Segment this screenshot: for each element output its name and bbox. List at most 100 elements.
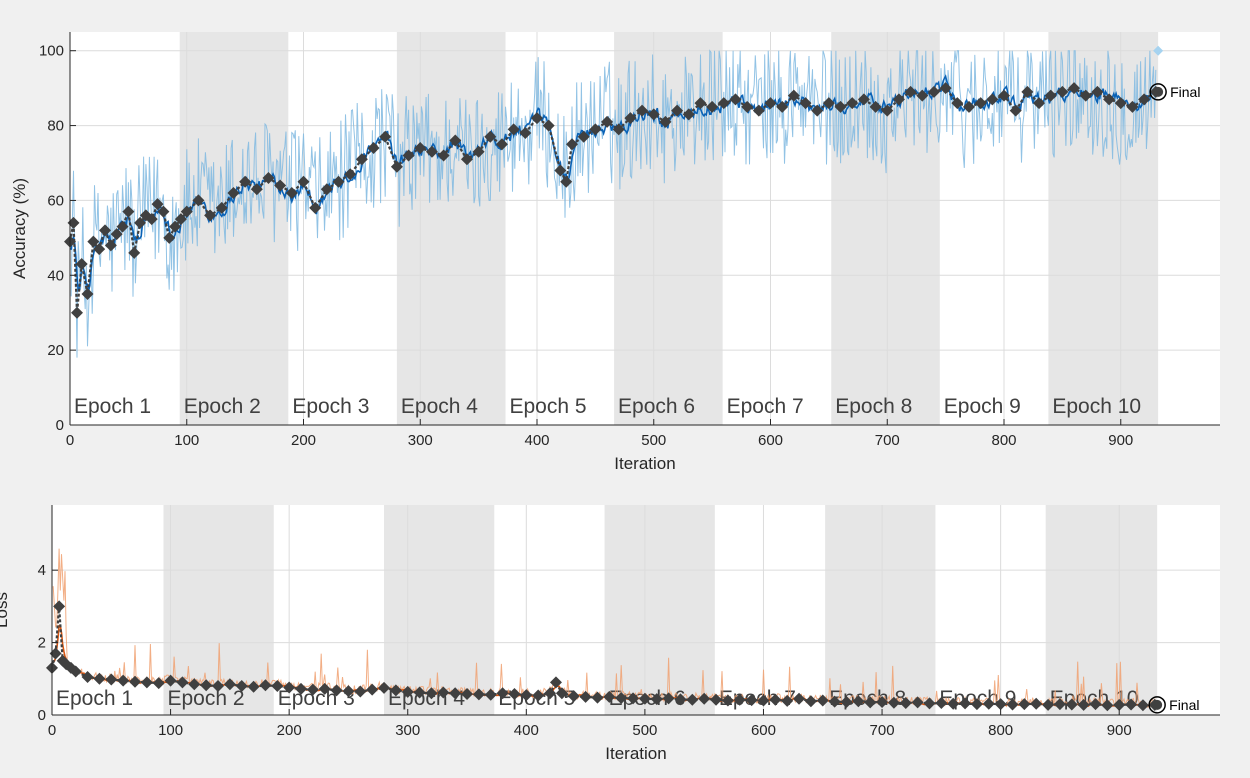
loss-validation-point [164,674,177,687]
accuracy-epoch-label: Epoch 2 [184,395,261,418]
accuracy-validation-point [589,123,602,136]
loss-validation-point [793,692,806,705]
accuracy-validation-point [157,205,170,218]
accuracy-epoch-label: Epoch 6 [618,395,695,418]
loss-validation-point [1125,698,1138,711]
loss-validation-point [840,695,853,708]
loss-validation-point [437,686,450,699]
accuracy-validation-point [974,97,987,110]
loss-x-tick-label: 500 [632,722,657,739]
accuracy-validation-point [204,209,217,222]
accuracy-validation-point [402,149,415,162]
loss-validation-point [911,696,924,709]
loss-y-tick-label: 2 [38,635,46,652]
loss-validation-point [1030,697,1043,710]
accuracy-validation-point [437,149,450,162]
loss-validation-point [140,676,153,689]
loss-validation-point [757,694,770,707]
loss-validation-point [1065,698,1078,711]
accuracy-y-tick-label: 80 [47,118,64,135]
loss-validation-point [342,685,355,698]
accuracy-validation-line [68,86,1157,313]
loss-validation-point [959,697,972,710]
loss-validation-point [887,696,900,709]
loss-validation-point [318,682,331,695]
loss-y-axis-label: Loss [0,592,11,628]
accuracy-epoch-label: Epoch 5 [509,395,586,418]
accuracy-validation-point [857,93,870,106]
accuracy-validation-point [764,97,777,110]
loss-epoch-band [604,505,715,715]
accuracy-validation-point [741,100,754,113]
accuracy-validation-point [916,89,929,102]
loss-validation-point [461,688,474,700]
loss-x-tick-label: 900 [1107,722,1132,739]
accuracy-validation-point [822,97,835,110]
accuracy-validation-point [110,228,123,241]
loss-validation-point [1042,698,1055,711]
accuracy-final-marker-dot [1153,86,1164,97]
accuracy-validation-point [495,138,508,151]
accuracy-validation-point [1009,104,1022,117]
accuracy-validation-point [1126,100,1139,113]
accuracy-validation-point [659,115,672,128]
accuracy-validation-point [344,168,357,181]
loss-x-tick-label: 600 [751,722,776,739]
accuracy-validation-point [227,186,240,199]
loss-validation-point [638,692,651,705]
loss-y-tick-label: 0 [38,707,46,724]
loss-validation-point [389,684,402,697]
loss-validation-point [733,693,746,706]
loss-validation-point [745,694,758,707]
accuracy-validation-point [104,239,117,252]
loss-validation-point [567,690,580,703]
loss-x-axis-label: Iteration [605,744,666,763]
accuracy-final-label: Final [1170,84,1200,100]
loss-validation-point [247,680,260,693]
loss-validation-point [1089,698,1102,711]
loss-x-tick-label: 0 [48,722,56,739]
accuracy-validation-point [169,220,182,233]
loss-validation-point [223,678,236,691]
accuracy-validation-point [927,85,940,98]
loss-validation-point [686,693,699,706]
loss-epoch-label: Epoch 1 [56,687,133,710]
accuracy-y-axis-label: Accuracy (%) [10,178,29,279]
loss-training-raw-line [52,548,1156,710]
accuracy-validation-point [116,220,129,233]
accuracy-validation-point [986,93,999,106]
accuracy-validation-point [81,288,94,300]
accuracy-validation-point [93,243,106,256]
accuracy-validation-point [151,198,164,211]
accuracy-validation-point [250,183,263,196]
loss-x-tick-label: 200 [277,722,302,739]
accuracy-validation-point [145,213,158,226]
accuracy-y-tick-label: 60 [47,192,64,209]
accuracy-validation-point [1056,85,1069,98]
loss-validation-point [769,693,782,706]
accuracy-validation-point [519,127,532,140]
accuracy-validation-point [846,97,859,110]
accuracy-validation-point [1138,93,1151,106]
accuracy-x-axis-label: Iteration [614,454,675,473]
loss-validation-point [579,690,592,703]
accuracy-validation-point [892,93,905,106]
accuracy-validation-point [507,123,520,136]
loss-validation-point [271,680,284,693]
loss-validation-point [508,688,521,700]
accuracy-x-tick-label: 400 [524,432,549,449]
accuracy-epoch-label: Epoch 4 [401,395,478,418]
loss-validation-point [994,698,1007,711]
accuracy-validation-point [1114,97,1127,110]
accuracy-validation-point [1103,93,1116,106]
accuracy-epoch-label: Epoch 9 [944,395,1021,418]
accuracy-validation-point [215,201,228,214]
loss-final-label: Final [1169,697,1199,713]
loss-x-tick-label: 700 [870,722,895,739]
accuracy-validation-point [962,100,975,113]
accuracy-x-tick-label: 300 [408,432,433,449]
accuracy-y-tick-label: 40 [47,267,64,284]
loss-validation-point [876,695,889,708]
loss-validation-point [555,687,568,700]
